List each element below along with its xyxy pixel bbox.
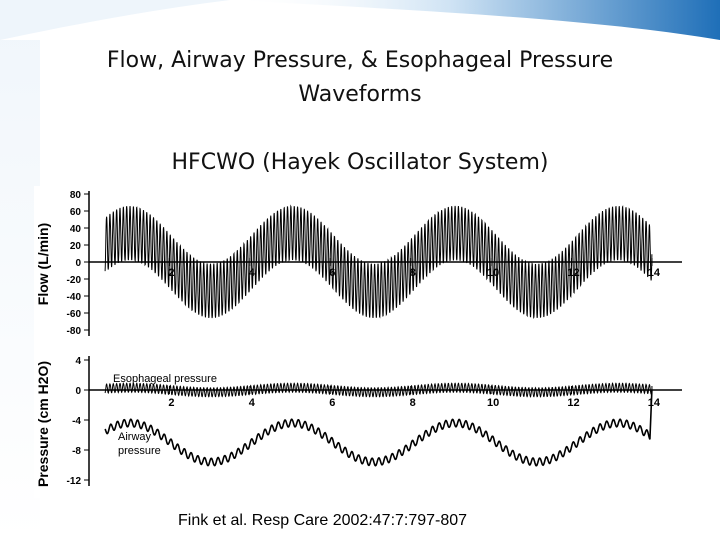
waveform-figure: 80 60 40 20 0 -20 -40 -60 -80 2 4 6 8 10 12 14 Flow (L… bbox=[34, 186, 686, 498]
flow-y-tick-label: -60 bbox=[67, 309, 82, 320]
flow-waveform bbox=[104, 204, 653, 320]
airway-pressure-waveform bbox=[104, 389, 653, 467]
pressure-y-axis-label: Pressure (cm H2O) bbox=[35, 361, 51, 487]
slide-title-line-2: Waveforms bbox=[298, 82, 422, 107]
airway-pressure-label-line-2: pressure bbox=[118, 445, 161, 457]
pressure-x-tick-label: 6 bbox=[329, 397, 335, 409]
slide-title-line-1: Flow, Airway Pressure, & Esophageal Pres… bbox=[106, 48, 614, 73]
pressure-x-tick-label: 2 bbox=[168, 397, 174, 409]
pressure-x-tick-label: 14 bbox=[648, 397, 661, 409]
flow-y-tick-label: 40 bbox=[70, 224, 82, 235]
pressure-y-ticks: 4 0 -4 -8 -12 bbox=[67, 356, 89, 487]
citation: Fink et al. Resp Care 2002:47:7:797-807 bbox=[178, 512, 468, 529]
pressure-y-tick-label: -12 bbox=[67, 476, 82, 487]
pressure-y-tick-label: 0 bbox=[75, 386, 81, 397]
pressure-y-tick-label: 4 bbox=[75, 356, 81, 367]
flow-y-tick-label: -20 bbox=[67, 275, 82, 286]
flow-y-tick-label: 0 bbox=[75, 258, 81, 269]
pressure-x-tick-label: 8 bbox=[410, 397, 416, 409]
flow-y-tick-label: 20 bbox=[70, 241, 82, 252]
flow-x-tick-label: 4 bbox=[249, 267, 256, 279]
esophageal-pressure-label: Esophageal pressure bbox=[113, 373, 217, 385]
airway-pressure-label-line-1: Airway bbox=[118, 431, 152, 443]
pressure-y-tick-label: -4 bbox=[72, 416, 81, 427]
esophageal-pressure-waveform bbox=[104, 382, 653, 398]
pressure-x-tick-label: 12 bbox=[567, 397, 579, 409]
flow-y-axis-label: Flow (L/min) bbox=[35, 223, 51, 305]
flow-y-ticks: 80 60 40 20 0 -20 -40 -60 -80 bbox=[67, 190, 89, 337]
slide-subtitle: HFCWO (Hayek Oscillator System) bbox=[171, 150, 549, 175]
flow-x-tick-label: 14 bbox=[648, 267, 661, 279]
flow-y-tick-label: 60 bbox=[70, 207, 82, 218]
pressure-x-tick-label: 10 bbox=[487, 397, 499, 409]
flow-y-tick-label: 80 bbox=[70, 190, 82, 201]
flow-y-tick-label: -40 bbox=[67, 292, 82, 303]
flow-y-tick-label: -80 bbox=[67, 326, 82, 337]
pressure-x-tick-label: 4 bbox=[249, 397, 256, 409]
pressure-y-tick-label: -8 bbox=[72, 446, 81, 457]
